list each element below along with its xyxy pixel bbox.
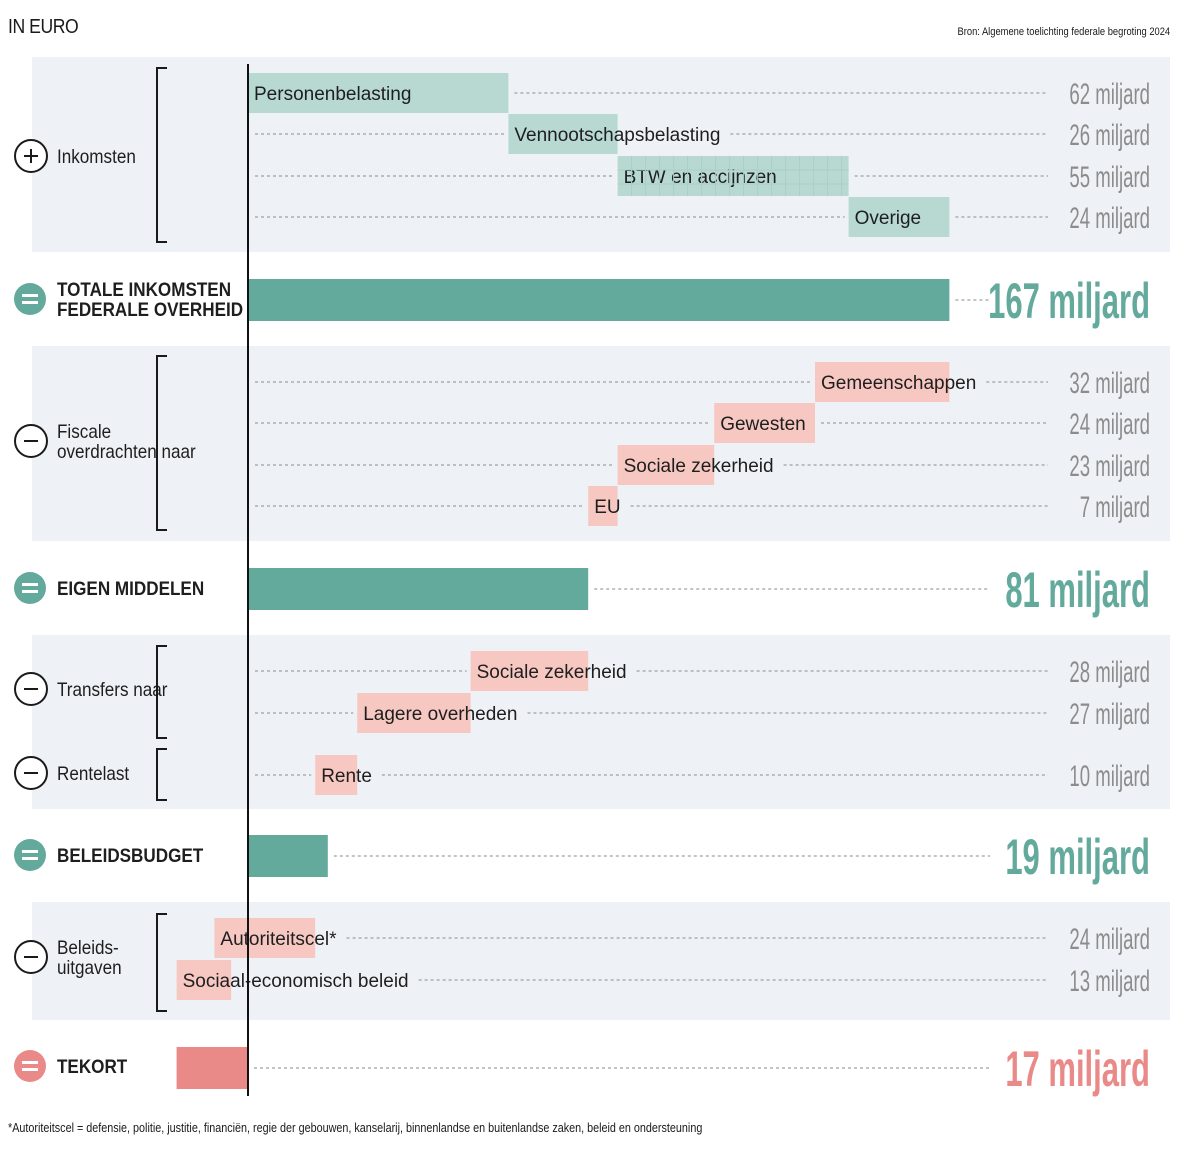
value-sociaal-economisch: 13 miljard: [1069, 965, 1150, 999]
segment-label-autoriteitscel: Autoriteitscel*: [220, 929, 337, 950]
bar-sociale-zekerheid-fiscaal: [617, 445, 715, 485]
equals-icon: [14, 283, 46, 315]
group-bracket: [156, 645, 167, 739]
segment-label-lagere-overheden: Lagere overheden: [363, 704, 517, 725]
total-value-totale-inkomsten: 167 miljard: [988, 272, 1150, 328]
segment-label-gewesten: Gewesten: [720, 414, 806, 435]
group-bracket: [156, 67, 167, 243]
equals-icon: [14, 1050, 46, 1082]
bar-btw: [617, 156, 849, 196]
equals-icon: [14, 572, 46, 604]
section-panel: [32, 635, 1170, 809]
group-label-eigen-middelen: EIGEN MIDDELEN: [57, 578, 204, 599]
bar-gemeenschappen: [815, 362, 950, 402]
bar-sociaal-economisch: [176, 960, 232, 1000]
value-personenbelasting: 62 miljard: [1069, 78, 1150, 112]
equals-icon-bar: [22, 850, 38, 853]
segment-label-personenbelasting: Personenbelasting: [254, 84, 411, 105]
value-sociale-zekerheid-fiscaal: 23 miljard: [1069, 450, 1150, 484]
group-label-totale-inkomsten: FEDERALE OVERHEID: [57, 299, 243, 320]
bar-totale-inkomsten: [248, 279, 950, 321]
segment-label-sociaal-economisch: Sociaal-economisch beleid: [183, 971, 409, 992]
group-label-inkomsten: Inkomsten: [57, 146, 136, 167]
group-bracket: [156, 748, 167, 801]
equals-icon-bar: [22, 1068, 38, 1071]
segment-label-sociale-zekerheid-transfer: Sociale zekerheid: [477, 662, 627, 683]
total-value-tekort: 17 miljard: [1005, 1040, 1150, 1096]
segment-label-eu: EU: [594, 497, 620, 518]
bar-autoriteitscel: [214, 918, 316, 958]
bar-rente: [315, 755, 358, 795]
total-value-beleidsbudget: 19 miljard: [1005, 828, 1150, 884]
value-btw: 55 miljard: [1069, 161, 1150, 195]
equals-icon-bar: [22, 857, 38, 860]
segment-label-overige: Overige: [855, 208, 922, 229]
group-bracket: [156, 355, 167, 531]
equals-icon-bar: [22, 1061, 38, 1064]
equals-icon: [14, 839, 46, 871]
group-label-beleidsbudget: BELEIDSBUDGET: [57, 845, 203, 866]
bar-gewesten: [714, 403, 815, 443]
bar-tekort: [176, 1047, 248, 1089]
group-bracket: [156, 913, 167, 1012]
bar-beleidsbudget: [248, 835, 328, 877]
group-label-totale-inkomsten: TOTALE INKOMSTEN: [57, 279, 231, 300]
bar-eigen-middelen: [248, 568, 589, 610]
group-label-tekort: TEKORT: [57, 1056, 127, 1077]
equals-icon-bar: [22, 294, 38, 297]
segment-label-gemeenschappen: Gemeenschappen: [821, 373, 976, 394]
value-sociale-zekerheid-transfer: 28 miljard: [1069, 656, 1150, 690]
value-vennootschapsbelasting: 26 miljard: [1069, 119, 1150, 153]
group-label-fiscale-overdrachten: overdrachten naar: [57, 441, 196, 462]
value-lagere-overheden: 27 miljard: [1069, 698, 1150, 732]
value-gewesten: 24 miljard: [1069, 408, 1150, 442]
value-gemeenschappen: 32 miljard: [1069, 367, 1150, 401]
bar-eu: [588, 486, 618, 526]
value-overige: 24 miljard: [1069, 202, 1150, 236]
value-autoriteitscel: 24 miljard: [1069, 923, 1150, 957]
group-label-fiscale-overdrachten: Fiscale: [57, 421, 111, 442]
group-label-transfers: Transfers naar: [57, 679, 167, 700]
unit-label: IN EURO: [8, 16, 79, 38]
segment-label-rente: Rente: [321, 766, 372, 787]
group-label-beleidsuitgaven: Beleids-: [57, 937, 119, 958]
value-eu: 7 miljard: [1080, 491, 1150, 525]
bar-overige: [848, 197, 950, 237]
source-note: Bron: Algemene toelichting federale begr…: [957, 26, 1170, 38]
total-value-eigen-middelen: 81 miljard: [1005, 561, 1150, 617]
value-rente: 10 miljard: [1069, 760, 1150, 794]
bar-sociale-zekerheid-transfer: [470, 651, 589, 691]
footnote: *Autoriteitscel = defensie, politie, jus…: [8, 1120, 703, 1135]
bar-vennootschapsbelasting: [508, 114, 618, 154]
section-panel: [32, 57, 1170, 252]
segment-label-btw: BTW en accijnzen: [624, 167, 777, 188]
bar-personenbelasting: [248, 73, 509, 113]
group-label-beleidsuitgaven: uitgaven: [57, 957, 122, 978]
equals-icon-bar: [22, 590, 38, 593]
segment-label-vennootschapsbelasting: Vennootschapsbelasting: [514, 125, 720, 146]
equals-icon-bar: [22, 583, 38, 586]
segment-label-sociale-zekerheid-fiscaal: Sociale zekerheid: [624, 456, 774, 477]
equals-icon-bar: [22, 301, 38, 304]
group-label-rentelast: Rentelast: [57, 763, 129, 784]
bar-lagere-overheden: [357, 693, 471, 733]
